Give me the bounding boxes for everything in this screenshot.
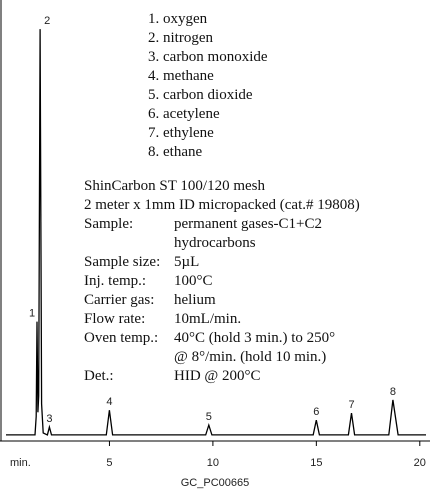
peak-label: 6 [313,406,319,418]
peak-label: 4 [106,396,112,408]
condition-value: helium [174,292,216,308]
condition-label: Det.: [84,368,114,384]
component: 2. nitrogen [148,30,213,46]
condition-value: permanent gases-C1+C2 [174,216,322,232]
peak-label: 2 [44,15,50,27]
condition-value: 10mL/min. [174,311,241,327]
x-tick-label: 20 [414,457,426,469]
condition-label: Flow rate: [84,311,145,327]
peak-label: 5 [206,411,212,423]
peak-label: 7 [348,399,354,411]
x-tick-label: 10 [207,457,219,469]
condition-value: 100°C [174,273,213,289]
condition-label: Oven temp.: [84,330,158,346]
condition-label: Sample size: [84,254,160,270]
condition-label: Carrier gas: [84,292,154,308]
condition-value: @ 8°/min. (hold 10 min.) [174,349,326,365]
condition-label: Inj. temp.: [84,273,146,289]
component: 5. carbon dioxide [148,87,253,103]
peak-label: 3 [46,413,52,425]
trace [6,29,426,436]
component: 4. methane [148,68,214,84]
component: 1. oxygen [148,11,208,27]
condition-value: 5µL [174,254,199,270]
peak-label: 8 [390,386,396,398]
x-tick-label: 5 [106,457,112,469]
x-axis-label: min. [10,457,31,469]
condition-value: hydrocarbons [174,235,256,251]
condition-label: Sample: [84,216,133,232]
component: 7. ethylene [148,125,214,141]
x-tick-label: 15 [310,457,322,469]
condition-value: 40°C (hold 3 min.) to 250° [174,330,335,346]
condition-value: HID @ 200°C [174,368,260,384]
component: 3. carbon monoxide [148,49,268,65]
column-info: 2 meter x 1mm ID micropacked (cat.# 1980… [84,197,360,213]
component: 6. acetylene [148,106,220,122]
component: 8. ethane [148,144,202,160]
column-info: ShinCarbon ST 100/120 mesh [84,178,265,194]
peak-label: 1 [29,308,35,320]
caption: GC_PC00665 [181,477,250,489]
